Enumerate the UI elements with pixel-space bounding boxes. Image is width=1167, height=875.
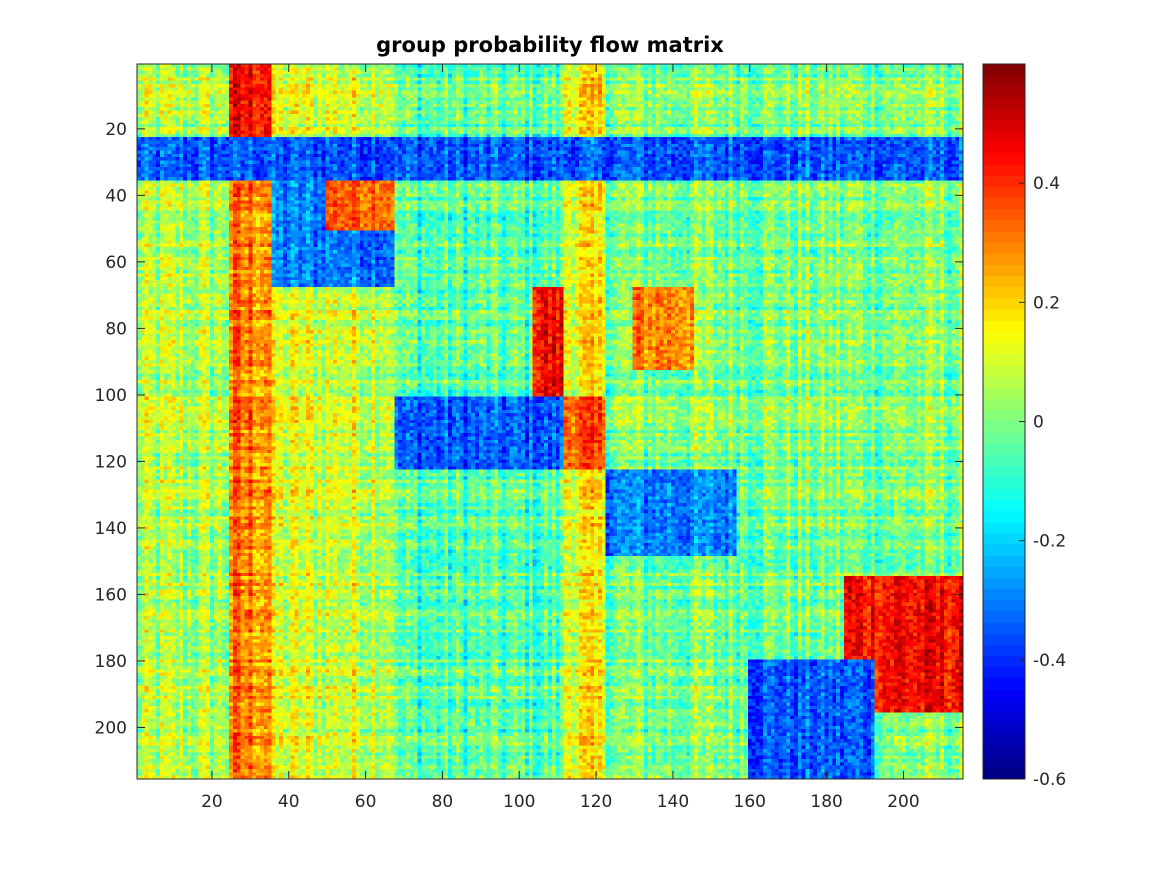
x-tick-label: 40 xyxy=(278,792,300,812)
x-tick-label: 120 xyxy=(580,792,612,812)
y-tick-label: 20 xyxy=(105,120,127,140)
x-tick-label: 100 xyxy=(503,792,535,812)
y-tick-label: 200 xyxy=(95,718,127,738)
y-tick-label: 120 xyxy=(95,452,127,472)
colorbar-tick-label: 0.2 xyxy=(1033,293,1060,313)
x-tick-label: 200 xyxy=(887,792,919,812)
colorbar-tick-label: 0 xyxy=(1033,413,1044,433)
y-tick-label: 40 xyxy=(105,186,127,206)
plot-frame xyxy=(136,63,964,780)
chart-title: group probability flow matrix xyxy=(376,33,724,57)
colorbar-tick-label: -0.2 xyxy=(1033,532,1066,552)
colorbar-tick-label: 0.4 xyxy=(1033,174,1060,194)
y-tick-label: 180 xyxy=(95,652,127,672)
y-tick-label: 140 xyxy=(95,519,127,539)
x-tick-label: 80 xyxy=(432,792,454,812)
colorbar-gradient xyxy=(983,64,1025,779)
colorbar-frame xyxy=(982,63,1026,780)
y-tick-label: 160 xyxy=(95,585,127,605)
x-tick-label: 180 xyxy=(810,792,842,812)
x-tick-label: 160 xyxy=(734,792,766,812)
x-tick-label: 140 xyxy=(657,792,689,812)
heatmap-cells xyxy=(137,64,963,779)
x-tick-label: 60 xyxy=(355,792,377,812)
y-tick-label: 100 xyxy=(95,386,127,406)
y-tick-label: 80 xyxy=(105,319,127,339)
x-tick-label: 20 xyxy=(201,792,223,812)
colorbar-tick-label: -0.6 xyxy=(1033,770,1066,790)
y-tick-label: 60 xyxy=(105,253,127,273)
colorbar-tick-label: -0.4 xyxy=(1033,651,1066,671)
